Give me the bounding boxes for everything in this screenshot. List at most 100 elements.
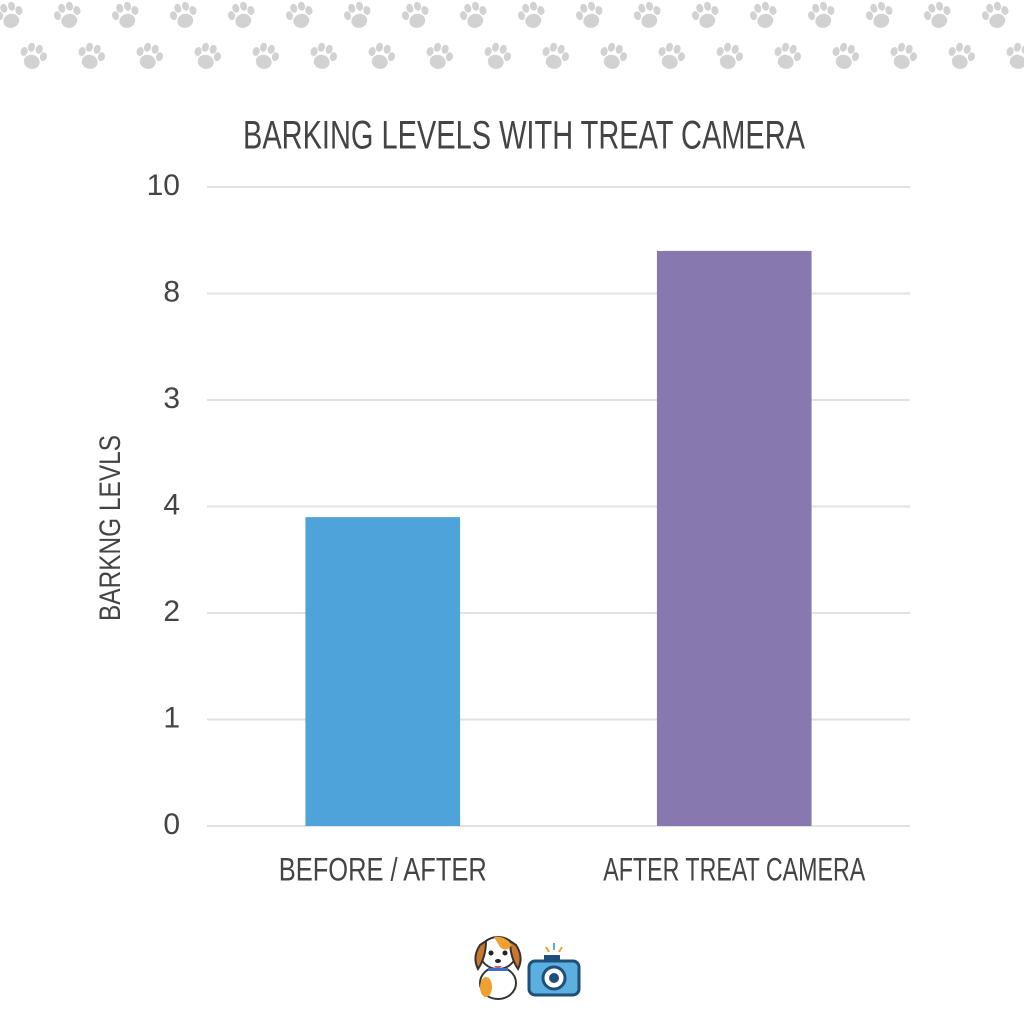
paw-toe — [290, 3, 298, 13]
paw — [774, 42, 802, 69]
paw-toe — [111, 11, 120, 21]
paw-toe — [935, 1, 944, 11]
paw-toe — [0, 11, 4, 21]
paw — [865, 1, 893, 28]
paw-toe — [247, 6, 255, 15]
paw-pad — [81, 54, 98, 69]
paw-toe — [673, 44, 681, 54]
paw-pad — [757, 13, 774, 28]
paw — [807, 1, 835, 28]
paw-toe — [73, 6, 81, 15]
paw-toe — [696, 3, 704, 13]
paw-toe — [297, 1, 306, 11]
y-tick-label: 0 — [163, 808, 180, 841]
paw-pad — [293, 13, 310, 28]
chart-title: BARKING LEVELS WITH TREAT CAMERA — [243, 114, 805, 158]
paw-toe — [807, 11, 816, 21]
paw-toe — [343, 11, 352, 21]
paw — [575, 1, 603, 28]
paw-toe — [731, 44, 739, 54]
paw-toe — [348, 3, 356, 13]
dog-icon — [474, 936, 522, 1000]
paw-pad — [661, 54, 678, 69]
paw-toe — [441, 44, 449, 54]
paw-toe — [181, 1, 190, 11]
paw — [78, 42, 106, 69]
paw-pad — [525, 13, 542, 28]
paw-toe — [665, 42, 674, 52]
paw-toe — [607, 42, 616, 52]
paw-toe — [716, 47, 724, 56]
paw-pad — [313, 54, 330, 69]
y-tick-label: 1 — [163, 701, 180, 734]
paw-toe — [0, 3, 8, 13]
paw-pad — [409, 13, 426, 28]
paw-toe — [445, 52, 454, 62]
paw — [981, 1, 1009, 28]
paw-toe — [905, 44, 913, 54]
paw-toe — [464, 3, 472, 13]
paw-toe — [897, 42, 906, 52]
paw-toe — [877, 1, 886, 11]
paw-toe — [542, 47, 550, 56]
paw-toe — [575, 11, 584, 21]
paw-toe — [363, 6, 371, 15]
paw — [227, 1, 255, 28]
paw-toe — [986, 3, 994, 13]
paw-toe — [213, 52, 222, 62]
paw-pad — [119, 13, 136, 28]
paw-toe — [549, 42, 558, 52]
paw-toe — [1006, 47, 1014, 56]
paw — [426, 42, 454, 69]
x-tick-label: AFTER TREAT CAMERA — [603, 851, 865, 887]
paw-toe — [832, 47, 840, 56]
paw — [749, 1, 777, 28]
bar — [305, 517, 461, 826]
paw — [285, 1, 313, 28]
paw-toe — [789, 44, 797, 54]
paw-toe — [981, 11, 990, 21]
paw-toe — [847, 44, 855, 54]
paw — [111, 1, 139, 28]
paw-toe — [136, 47, 144, 56]
paw-toe — [329, 52, 338, 62]
paw-toe — [885, 6, 893, 15]
paw — [484, 42, 512, 69]
paw-toe — [174, 3, 182, 13]
paw-toe — [1013, 42, 1022, 52]
paw-toe — [232, 3, 240, 13]
paw-toe — [459, 11, 468, 21]
y-tick-label: 2 — [163, 595, 180, 628]
paw — [169, 1, 197, 28]
paw-pad — [23, 54, 40, 69]
paw-pad — [487, 54, 504, 69]
paw-toe — [963, 44, 971, 54]
paw-toe — [368, 47, 376, 56]
paw-toe — [890, 47, 898, 56]
paw-toe — [561, 52, 570, 62]
paw-toe — [633, 11, 642, 21]
paw-toe — [123, 1, 132, 11]
paw-toe — [426, 47, 434, 56]
paw-toe — [600, 47, 608, 56]
paw-pad — [1009, 54, 1024, 69]
paw-toe — [325, 44, 333, 54]
paw — [459, 1, 487, 28]
paw — [716, 42, 744, 69]
paw-toe — [619, 52, 628, 62]
paw-pad — [371, 54, 388, 69]
paw-toe — [723, 42, 732, 52]
paw-toe — [928, 3, 936, 13]
paw — [658, 42, 686, 69]
paw — [600, 42, 628, 69]
camera-icon — [527, 943, 581, 997]
paw-pad — [545, 54, 562, 69]
paw — [633, 1, 661, 28]
paw — [542, 42, 570, 69]
paw-toe — [471, 1, 480, 11]
paw-toe — [27, 42, 36, 52]
paw-pad — [467, 13, 484, 28]
paw-toe — [923, 11, 932, 21]
y-axis-label: BARKNG LEVLS — [94, 435, 127, 621]
paw-toe — [7, 1, 16, 11]
